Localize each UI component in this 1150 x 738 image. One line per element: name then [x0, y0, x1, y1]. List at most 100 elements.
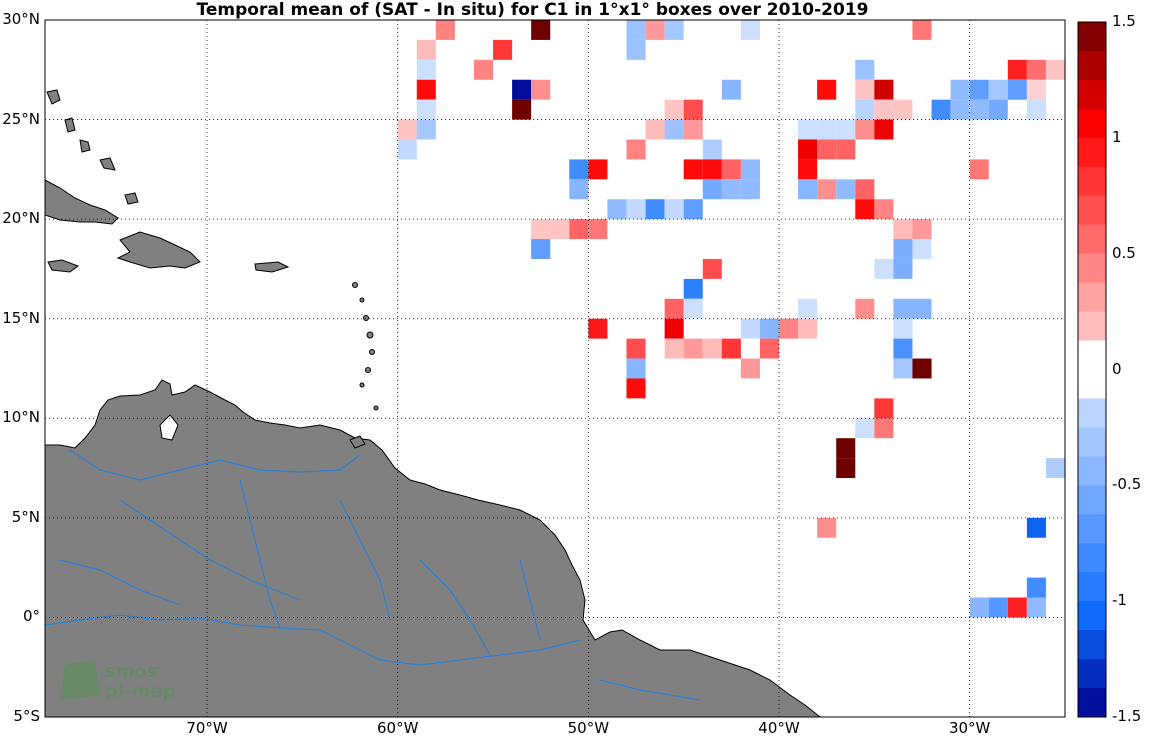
heatmap-cell — [950, 99, 970, 120]
heatmap-cell — [626, 358, 646, 379]
colorbar-bin — [1078, 601, 1106, 631]
heatmap-cell — [893, 318, 913, 339]
heatmap-cell — [855, 199, 875, 220]
heatmap-cell — [950, 79, 970, 100]
heatmap-cell — [1045, 59, 1065, 80]
colorbar-bin — [1078, 79, 1106, 110]
heatmap-cell — [817, 139, 837, 160]
colorbar-bin — [1078, 688, 1106, 718]
heatmap-cell — [798, 159, 818, 180]
heatmap-cell — [912, 20, 932, 40]
heatmap-cell — [855, 298, 875, 319]
heatmap-cell — [473, 59, 494, 80]
colorbar-bin — [1078, 137, 1106, 168]
heatmap-cell — [531, 219, 551, 240]
colorbar-bin — [1078, 572, 1106, 602]
heatmap-cell — [798, 179, 818, 200]
heatmap-cell — [626, 338, 646, 359]
heatmap-cell — [759, 338, 780, 359]
heatmap-cell — [740, 179, 760, 200]
heatmap-cell — [645, 119, 665, 140]
heatmap-cell — [874, 99, 894, 120]
heatmap-cell — [969, 99, 989, 120]
heatmap-cell — [836, 179, 856, 200]
rivers — [45, 449, 701, 701]
heatmap-cell — [645, 20, 665, 40]
colorbar-tick-label: 0 — [1112, 359, 1122, 378]
svg-text:smos: smos — [105, 661, 158, 682]
heatmap-cell — [912, 298, 932, 319]
heatmap-cell — [721, 338, 741, 359]
colorbar-bin — [1078, 456, 1106, 486]
heatmap-cell — [416, 119, 436, 140]
heatmap-cell — [569, 179, 589, 200]
heatmap-cell — [664, 119, 684, 140]
heatmap-cell — [836, 139, 856, 160]
heatmap-cell — [1026, 577, 1046, 598]
heatmap-cell — [702, 338, 722, 359]
heatmap-cell — [874, 199, 894, 220]
heatmap-cell — [683, 278, 703, 299]
heatmap-cell — [683, 199, 703, 220]
y-tick-label: 0° — [22, 607, 40, 626]
heatmap-cell — [721, 179, 741, 200]
heatmap-cell — [893, 258, 913, 279]
x-tick-label: 70°W — [186, 719, 228, 737]
colorbar-frame — [1077, 21, 1107, 718]
heatmap-cell — [1026, 517, 1046, 538]
heatmap-cells — [397, 20, 1065, 618]
heatmap-cell — [1045, 458, 1065, 479]
heatmap-cell — [683, 119, 703, 140]
colorbar-bin — [1078, 630, 1106, 660]
heatmap-cell — [798, 318, 818, 339]
heatmap-cell — [626, 39, 646, 60]
y-tick-label: 20°N — [2, 209, 40, 228]
heatmap-cell — [702, 258, 722, 279]
x-tick-label: 60°W — [376, 719, 419, 737]
heatmap-cell — [531, 20, 551, 40]
heatmap-cell — [893, 219, 913, 240]
heatmap-cell — [988, 99, 1008, 120]
heatmap-cell — [702, 179, 722, 200]
colorbar-bin — [1078, 166, 1106, 197]
plot-frame — [44, 19, 1066, 718]
colorbar-bin — [1078, 427, 1106, 457]
heatmap-cell — [1007, 59, 1027, 80]
x-tick-label: 30°W — [948, 719, 991, 737]
heatmap-cell — [969, 159, 989, 180]
y-tick-label: 5°N — [11, 507, 40, 526]
heatmap-cell — [1007, 597, 1027, 618]
heatmap-cell — [893, 358, 913, 379]
lake-maracaibo — [159, 414, 179, 441]
heatmap-cell — [626, 199, 646, 220]
heatmap-cell — [664, 20, 684, 40]
heatmap-cell — [1026, 99, 1046, 120]
heatmap-cell — [664, 99, 684, 120]
heatmap-cell — [798, 119, 818, 140]
heatmap-cell — [416, 59, 436, 80]
heatmap-cell — [664, 199, 684, 220]
heatmap-cell — [893, 239, 913, 259]
colorbar-tick-label: 1.5 — [1112, 12, 1136, 30]
heatmap-cell — [1026, 59, 1046, 80]
heatmap-cell — [683, 338, 703, 359]
heatmap-cell — [512, 79, 532, 100]
heatmap-cell — [588, 159, 608, 180]
heatmap-cell — [531, 79, 551, 100]
heatmap-cell — [912, 358, 932, 379]
heatmap-cell — [855, 79, 875, 100]
colorbar-tick-label: -1 — [1112, 591, 1127, 610]
y-tick-label: 15°N — [2, 308, 40, 327]
colorbar-bin — [1078, 108, 1106, 139]
land-jamaica — [47, 259, 80, 273]
land-hispaniola — [116, 231, 201, 269]
y-tick-label: 30°N — [2, 10, 40, 28]
heatmap-cell — [798, 139, 818, 160]
heatmap-cell — [588, 318, 608, 339]
colorbar-tick-label: 0.5 — [1112, 243, 1136, 262]
heatmap-cell — [836, 438, 856, 459]
heatmap-cell — [893, 99, 913, 120]
heatmap-cell — [416, 99, 436, 120]
colorbar-bin — [1078, 253, 1106, 284]
